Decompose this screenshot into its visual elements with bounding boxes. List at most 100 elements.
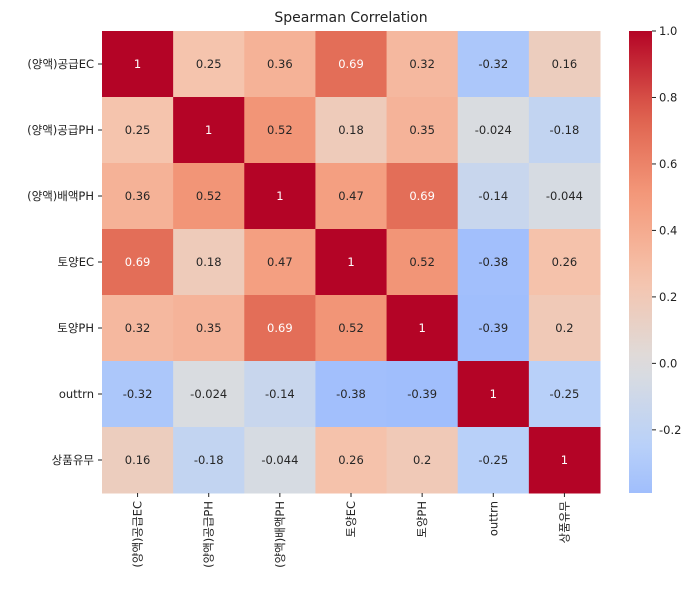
heatmap-cell — [244, 163, 316, 230]
heatmap-cell — [315, 31, 388, 98]
cell-value-label: -0.39 — [407, 387, 437, 401]
heatmap-cell — [102, 97, 174, 164]
heatmap-cell — [457, 97, 530, 164]
x-tick-label: (양액)공급PH — [202, 501, 216, 568]
heatmap-cell — [244, 31, 316, 98]
heatmap-cell — [457, 427, 530, 494]
heatmap-cell — [244, 295, 316, 362]
colorbar-tick-label: 0.4 — [659, 223, 677, 237]
heatmap-cell — [173, 163, 245, 230]
cell-value-label: 0.18 — [338, 123, 364, 137]
y-tick-label: 토양PH — [57, 321, 94, 335]
y-tick-label: (양액)공급PH — [27, 123, 94, 137]
colorbar-tick-label: 1.0 — [659, 24, 677, 38]
cell-value-label: -0.32 — [123, 387, 153, 401]
cell-value-label: 0.16 — [552, 57, 578, 71]
cell-value-label: 1 — [418, 321, 425, 335]
x-tick-label: 토양EC — [344, 501, 358, 537]
cell-value-label: 0.52 — [338, 321, 364, 335]
cell-value-label: 1 — [276, 189, 283, 203]
heatmap-cell — [386, 97, 459, 164]
heatmap-cell — [457, 163, 530, 230]
cell-value-label: -0.14 — [478, 189, 508, 203]
cell-value-label: -0.18 — [194, 453, 224, 467]
x-tick-label: (양액)배액PH — [273, 501, 287, 568]
cell-value-label: 0.26 — [552, 255, 578, 269]
heatmap-cell — [528, 295, 601, 362]
cell-value-label: 0.35 — [409, 123, 435, 137]
cell-value-label: -0.044 — [261, 453, 298, 467]
colorbar-tick-label: 0.0 — [659, 356, 677, 370]
chart-title: Spearman Correlation — [274, 10, 427, 26]
cell-value-label: 0.36 — [267, 57, 293, 71]
heatmap-cell — [315, 295, 388, 362]
heatmap-cell — [244, 229, 316, 296]
heatmap-cell — [528, 229, 601, 296]
heatmap-cell — [244, 427, 316, 494]
heatmap-cell — [528, 97, 601, 164]
y-tick-label: 토양EC — [58, 255, 94, 269]
heatmap-cell — [102, 31, 174, 98]
heatmap-cell — [386, 427, 459, 494]
colorbar-tick-label: 0.6 — [659, 157, 677, 171]
cell-value-label: 0.26 — [338, 453, 364, 467]
heatmap-cell — [528, 163, 601, 230]
heatmap-cell — [173, 295, 245, 362]
x-tick-label: 토양PH — [415, 501, 429, 538]
cell-value-label: 0.32 — [125, 321, 151, 335]
cell-value-label: 1 — [561, 453, 568, 467]
heatmap-cell — [315, 361, 388, 428]
cell-value-label: 0.47 — [267, 255, 293, 269]
x-tick-label: (양액)공급EC — [131, 501, 145, 568]
heatmap-cell — [386, 361, 459, 428]
y-tick-label: (양액)배액PH — [27, 189, 94, 203]
heatmap-cells: 1 0.25 0.36 0.69 0.32 -0.32 0.16 0.25 1 0.52 0.18 0… — [102, 31, 601, 494]
x-tick-label: 상품유무 — [557, 501, 571, 543]
heatmap-cell — [528, 427, 601, 494]
x-axis-tick-labels: (양액)공급EC (양액)공급PH (양액)배액PH 토양EC 토양PH outtrn 상품… — [131, 493, 571, 568]
heatmap-cell — [315, 97, 388, 164]
cell-value-label: -0.32 — [478, 57, 508, 71]
heatmap-cell — [173, 97, 245, 164]
heatmap-cell — [457, 31, 530, 98]
cell-value-label: 1 — [490, 387, 497, 401]
heatmap-cell — [315, 229, 388, 296]
y-tick-label: 상품유무 — [52, 453, 94, 467]
cell-value-label: 0.25 — [125, 123, 151, 137]
cell-value-label: -0.024 — [190, 387, 227, 401]
heatmap-cell — [102, 361, 174, 428]
cell-value-label: 0.52 — [267, 123, 293, 137]
cell-value-label: 0.25 — [196, 57, 222, 71]
cell-value-label: -0.044 — [546, 189, 583, 203]
colorbar-ticks: 1.0 0.8 0.6 0.4 0.2 0.0 -0.2 — [652, 24, 681, 437]
colorbar — [629, 31, 652, 493]
cell-value-label: 0.69 — [125, 255, 151, 269]
x-tick-label: outtrn — [486, 501, 500, 536]
heatmap-cell — [102, 229, 174, 296]
heatmap-cell — [102, 427, 174, 494]
cell-value-label: 0.69 — [338, 57, 364, 71]
cell-value-label: -0.024 — [475, 123, 512, 137]
cell-value-label: -0.18 — [550, 123, 580, 137]
cell-value-label: 0.69 — [267, 321, 293, 335]
cell-value-label: 1 — [205, 123, 212, 137]
y-tick-label: outtrn — [59, 387, 94, 401]
cell-value-label: 1 — [347, 255, 354, 269]
heatmap-cell — [244, 97, 316, 164]
cell-value-label: 0.69 — [409, 189, 435, 203]
cell-value-label: 0.18 — [196, 255, 222, 269]
heatmap-cell — [457, 229, 530, 296]
heatmap-cell — [173, 361, 245, 428]
colorbar-tick-label: 0.2 — [659, 290, 677, 304]
heatmap-cell — [244, 361, 316, 428]
cell-value-label: 0.2 — [555, 321, 573, 335]
heatmap-cell — [173, 229, 245, 296]
cell-value-label: 1 — [134, 57, 141, 71]
cell-value-label: -0.39 — [478, 321, 508, 335]
heatmap-cell — [102, 295, 174, 362]
cell-value-label: -0.25 — [550, 387, 580, 401]
heatmap-cell — [173, 31, 245, 98]
cell-value-label: 0.52 — [409, 255, 435, 269]
heatmap-cell — [102, 163, 174, 230]
